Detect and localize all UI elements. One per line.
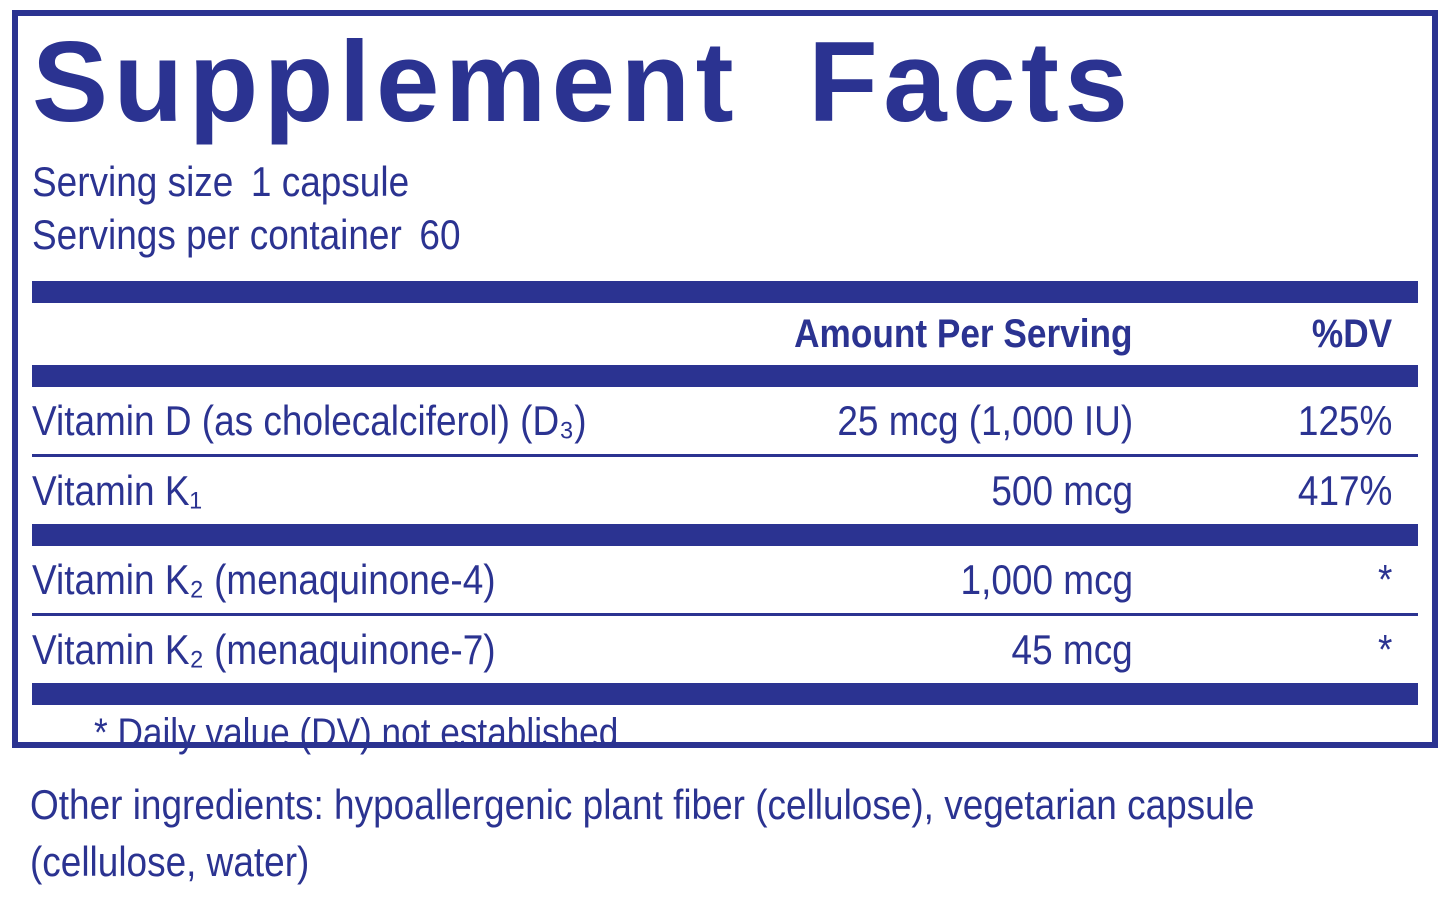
nutrient-name: Vitamin K₂ (menaquinone-7) — [32, 625, 496, 673]
nutrient-amount: 25 mcg (1,000 IU) — [837, 396, 1133, 444]
nutrient-dv: 417% — [1297, 466, 1392, 514]
nutrient-name: Vitamin K₂ (menaquinone-4) — [32, 555, 496, 603]
nutrient-dv: * — [1377, 625, 1392, 673]
daily-value-footnote: * Daily value (DV) not established — [94, 710, 619, 755]
servings-per-container-line: Servings per container 60 — [32, 208, 1418, 261]
thin-divider — [32, 454, 1418, 458]
table-row-vitamin-d: Vitamin D (as cholecalciferol) (D₃) 25 m… — [32, 387, 1418, 454]
thin-divider — [32, 613, 1418, 617]
table-row-vitamin-k1: Vitamin K₁ 500 mcg 417% — [32, 457, 1418, 524]
thick-divider-bar — [32, 281, 1418, 304]
nutrient-amount: 1,000 mcg — [960, 555, 1133, 603]
supplement-facts-panel: Supplement Facts Serving size 1 capsule S… — [12, 10, 1438, 755]
thick-divider-bar — [32, 524, 1418, 547]
table-row-vitamin-k2-mk7: Vitamin K₂ (menaquinone-7) 45 mcg * — [32, 616, 1418, 683]
other-ingredients-line2: (cellulose, water) — [30, 838, 310, 885]
nutrient-dv: * — [1377, 555, 1392, 603]
percent-dv-header: %DV — [1311, 311, 1392, 356]
table-row-vitamin-k2-mk4: Vitamin K₂ (menaquinone-4) 1,000 mcg * — [32, 546, 1418, 613]
nutrient-amount: 45 mcg — [1011, 625, 1133, 673]
nutrient-name: Vitamin K₁ — [32, 466, 202, 514]
other-ingredients-line1: Other ingredients: hypoallergenic plant … — [30, 781, 1255, 828]
other-ingredients: Other ingredients: hypoallergenic plant … — [30, 776, 1421, 890]
servings-per-container-value: 60 — [419, 211, 461, 259]
footnote-row: * Daily value (DV) not established — [32, 705, 1418, 761]
servings-per-container-label: Servings per container — [32, 211, 402, 259]
nutrient-dv: 125% — [1297, 396, 1392, 444]
serving-size-label: Serving size — [32, 158, 234, 206]
amount-per-serving-header: Amount Per Serving — [794, 311, 1133, 356]
panel-title: Supplement Facts — [32, 19, 1134, 146]
serving-size-value: 1 capsule — [250, 158, 410, 206]
serving-size-line: Serving size 1 capsule — [32, 155, 1418, 208]
nutrient-name: Vitamin D (as cholecalciferol) (D₃) — [32, 396, 587, 444]
thick-divider-bar — [32, 683, 1418, 706]
nutrient-amount: 500 mcg — [991, 466, 1133, 514]
thick-divider-bar — [32, 365, 1418, 388]
table-header-row: Amount Per Serving %DV — [32, 303, 1418, 365]
